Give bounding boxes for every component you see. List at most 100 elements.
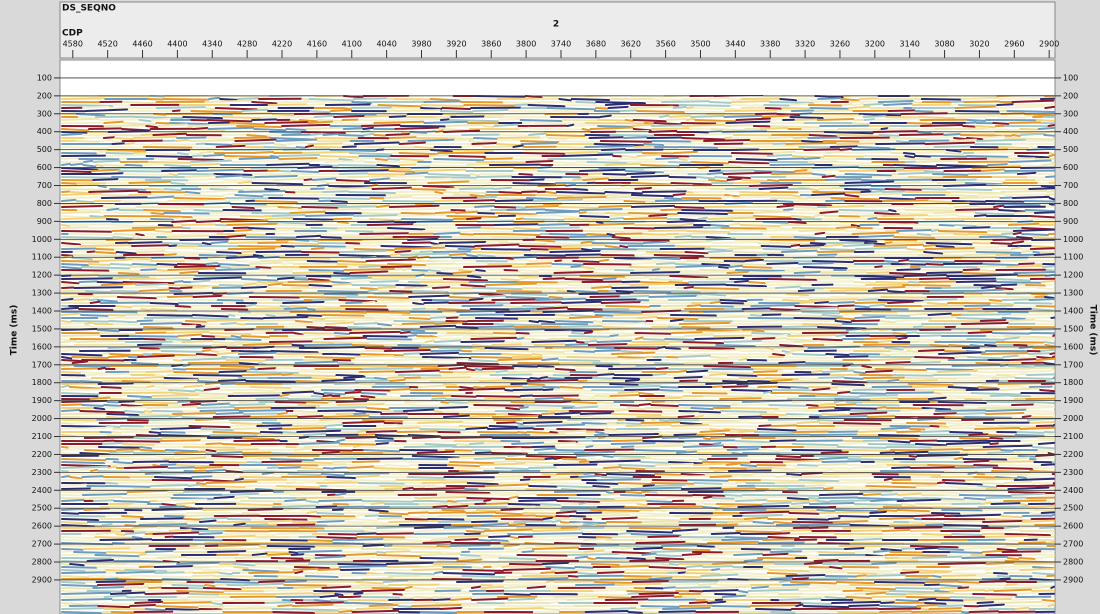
texture-stroke bbox=[632, 198, 664, 199]
texture-stroke bbox=[362, 125, 400, 126]
texture-stroke bbox=[343, 108, 350, 109]
texture-stroke bbox=[733, 210, 774, 211]
texture-stroke bbox=[339, 206, 376, 207]
texture-stroke bbox=[62, 227, 88, 228]
texture-stroke bbox=[679, 159, 686, 160]
texture-stroke bbox=[283, 263, 293, 264]
texture-stroke bbox=[1011, 359, 1036, 360]
texture-stroke bbox=[566, 254, 600, 255]
texture-stroke bbox=[272, 114, 294, 115]
texture-stroke bbox=[823, 371, 854, 372]
texture-stroke bbox=[444, 527, 472, 528]
texture-stroke bbox=[201, 404, 229, 405]
texture-stroke bbox=[1013, 197, 1049, 198]
texture-stroke bbox=[946, 195, 977, 196]
texture-stroke bbox=[280, 189, 310, 190]
texture-stroke bbox=[911, 467, 955, 468]
texture-stroke bbox=[685, 440, 734, 441]
texture-stroke bbox=[536, 195, 572, 196]
texture-stroke bbox=[468, 401, 510, 402]
texture-stroke bbox=[732, 153, 773, 154]
texture-stroke bbox=[133, 527, 156, 528]
texture-stroke bbox=[1030, 356, 1036, 357]
texture-stroke bbox=[317, 513, 343, 514]
texture-stroke bbox=[1011, 374, 1026, 375]
texture-stroke bbox=[278, 413, 287, 414]
texture-stroke bbox=[571, 266, 580, 267]
texture-stroke bbox=[171, 498, 213, 499]
texture-stroke bbox=[98, 471, 139, 472]
texture-stroke bbox=[168, 296, 193, 297]
texture-stroke bbox=[724, 165, 741, 166]
texture-stroke bbox=[871, 359, 910, 360]
texture-stroke bbox=[97, 249, 114, 250]
texture-stroke bbox=[157, 107, 205, 108]
texture-stroke bbox=[1028, 474, 1051, 475]
texture-stroke bbox=[352, 519, 377, 520]
texture-stroke bbox=[272, 488, 296, 489]
texture-stroke bbox=[478, 255, 495, 256]
texture-stroke bbox=[539, 270, 585, 271]
texture-stroke bbox=[946, 189, 991, 190]
texture-stroke bbox=[530, 332, 571, 333]
texture-stroke bbox=[410, 318, 430, 319]
texture-stroke bbox=[322, 398, 354, 399]
texture-stroke bbox=[936, 410, 986, 411]
texture-stroke bbox=[685, 111, 724, 112]
texture-stroke bbox=[899, 260, 908, 261]
texture-stroke bbox=[966, 479, 1014, 480]
texture-stroke bbox=[235, 140, 275, 141]
texture-stroke bbox=[651, 459, 698, 460]
texture-stroke bbox=[163, 243, 202, 244]
texture-stroke bbox=[512, 443, 543, 444]
texture-stroke bbox=[208, 182, 237, 183]
texture-stroke bbox=[728, 248, 763, 249]
texture-stroke bbox=[740, 378, 765, 379]
texture-stroke bbox=[296, 240, 309, 241]
texture-stroke bbox=[541, 227, 580, 228]
texture-stroke bbox=[415, 170, 465, 171]
texture-stroke bbox=[364, 336, 408, 337]
texture-stroke bbox=[275, 179, 303, 180]
texture-stroke bbox=[570, 236, 612, 237]
texture-stroke bbox=[1039, 128, 1054, 129]
texture-stroke bbox=[516, 329, 544, 330]
texture-stroke bbox=[738, 506, 788, 507]
texture-stroke bbox=[142, 377, 164, 378]
texture-stroke bbox=[312, 396, 323, 397]
texture-stroke bbox=[405, 287, 415, 288]
texture-stroke bbox=[504, 306, 522, 307]
texture-stroke bbox=[826, 179, 861, 180]
texture-stroke bbox=[580, 354, 611, 355]
texture-stroke bbox=[337, 440, 344, 441]
texture-stroke bbox=[845, 231, 885, 232]
texture-stroke bbox=[247, 135, 266, 136]
texture-stroke bbox=[558, 486, 593, 487]
texture-stroke bbox=[291, 387, 312, 388]
texture-stroke bbox=[764, 392, 770, 393]
texture-stroke bbox=[825, 344, 836, 345]
texture-stroke bbox=[905, 378, 956, 379]
texture-stroke bbox=[1029, 353, 1050, 354]
texture-stroke bbox=[62, 119, 99, 120]
texture-stroke bbox=[548, 483, 586, 484]
texture-stroke bbox=[667, 497, 703, 498]
texture-stroke bbox=[326, 288, 360, 289]
texture-stroke bbox=[776, 338, 786, 339]
texture-stroke bbox=[376, 435, 408, 436]
texture-stroke bbox=[62, 360, 81, 361]
texture-stroke bbox=[612, 116, 659, 117]
texture-stroke bbox=[998, 383, 1040, 384]
texture-stroke bbox=[596, 315, 613, 316]
texture-stroke bbox=[956, 107, 995, 108]
texture-stroke bbox=[442, 108, 470, 109]
texture-stroke bbox=[313, 299, 339, 300]
texture-stroke bbox=[169, 245, 176, 246]
texture-stroke bbox=[988, 158, 1035, 159]
texture-stroke bbox=[174, 281, 182, 282]
texture-stroke bbox=[62, 492, 96, 493]
texture-stroke bbox=[881, 354, 890, 355]
texture-stroke bbox=[459, 389, 504, 390]
texture-stroke bbox=[881, 297, 926, 298]
texture-stroke bbox=[420, 353, 458, 354]
